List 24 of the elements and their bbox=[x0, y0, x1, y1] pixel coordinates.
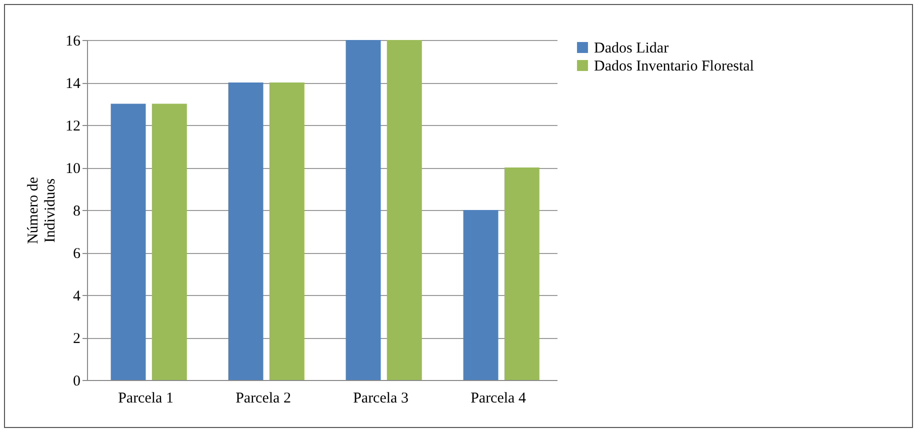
legend-label: Dados Lidar bbox=[594, 40, 669, 56]
x-tick-label: Parcela 4 bbox=[470, 390, 526, 406]
x-tick-label: Parcela 3 bbox=[353, 390, 408, 406]
bar bbox=[228, 82, 264, 380]
y-tick-label: 2 bbox=[73, 331, 80, 347]
y-tick-label: 12 bbox=[66, 118, 80, 134]
y-tick-label: 0 bbox=[73, 374, 80, 390]
bar bbox=[152, 104, 187, 380]
bar bbox=[504, 168, 540, 380]
bar bbox=[463, 210, 498, 380]
bar bbox=[386, 40, 422, 380]
x-tick-label: Parcela 2 bbox=[236, 390, 291, 406]
x-tick-label: Parcela 1 bbox=[118, 390, 174, 406]
y-tick-label: 8 bbox=[73, 204, 80, 220]
y-axis-title: Número de Individuos bbox=[26, 176, 58, 244]
y-tick-label: 6 bbox=[73, 246, 81, 262]
bar bbox=[346, 40, 381, 380]
y-tick-label: 16 bbox=[66, 34, 81, 50]
bar bbox=[110, 104, 146, 380]
y-tick-label: 14 bbox=[66, 76, 81, 92]
y-tick-label: 4 bbox=[73, 288, 81, 304]
bar bbox=[269, 82, 304, 380]
y-tick-label: 10 bbox=[66, 161, 80, 177]
legend-label: Dados Inventario Florestal bbox=[594, 58, 754, 74]
